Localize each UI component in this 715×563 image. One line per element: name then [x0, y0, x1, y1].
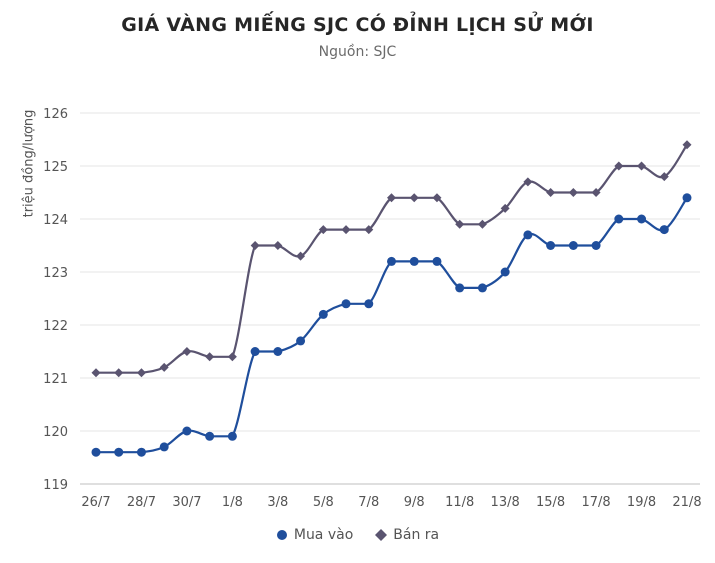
x-tick-label: 7/8: [358, 495, 379, 510]
data-point-buy: [523, 230, 533, 240]
y-tick-label: 120: [43, 425, 68, 440]
y-tick-label: 122: [43, 319, 68, 334]
data-point-sell: [477, 219, 487, 229]
data-point-sell: [296, 251, 306, 261]
x-tick-label: 15/8: [536, 495, 565, 510]
data-point-sell: [591, 188, 601, 197]
data-point-buy: [159, 442, 169, 452]
data-point-sell: [159, 362, 169, 372]
data-point-buy: [659, 225, 669, 235]
chart-title: GIÁ VÀNG MIẾNG SJC CÓ ĐỈNH LỊCH SỬ MỚI: [121, 14, 594, 36]
data-point-sell: [205, 352, 215, 362]
y-tick-label: 126: [43, 107, 68, 122]
data-point-sell: [341, 225, 351, 235]
data-point-sell: [682, 140, 692, 150]
legend: Mua vào Bán ra: [0, 527, 715, 543]
data-point-sell: [546, 188, 556, 197]
data-point-buy: [296, 336, 306, 346]
x-tick-label: 28/7: [127, 495, 156, 510]
x-tick-label: 21/8: [672, 495, 701, 510]
data-point-buy: [455, 283, 465, 293]
y-tick-label: 121: [43, 372, 68, 387]
data-point-sell: [455, 219, 465, 229]
data-point-sell: [387, 193, 396, 203]
data-point-buy: [205, 431, 215, 441]
data-point-sell: [637, 161, 647, 171]
legend-item-sell[interactable]: Bán ra: [375, 527, 439, 543]
data-point-sell: [364, 225, 374, 235]
circle-marker-icon: [276, 530, 287, 540]
data-point-buy: [318, 309, 328, 319]
data-point-buy: [432, 256, 442, 266]
data-point-sell: [227, 352, 237, 362]
data-point-sell: [500, 203, 510, 213]
chart-subtitle: Nguồn: SJC: [318, 44, 397, 60]
data-point-buy: [500, 267, 510, 277]
data-point-buy: [341, 299, 351, 309]
x-tick-label: 19/8: [627, 495, 656, 510]
data-point-buy: [136, 447, 146, 457]
y-tick-label: 119: [43, 478, 68, 493]
data-point-sell: [318, 225, 328, 235]
data-point-sell: [659, 172, 669, 182]
data-point-buy: [182, 426, 192, 436]
legend-label-sell: Bán ra: [393, 527, 440, 543]
y-tick-label: 124: [43, 213, 68, 228]
data-point-buy: [591, 241, 601, 250]
data-point-buy: [637, 214, 647, 224]
data-point-sell: [614, 161, 624, 171]
data-point-buy: [614, 214, 624, 224]
data-point-buy: [114, 447, 124, 457]
data-point-sell: [273, 241, 283, 250]
data-point-buy: [568, 241, 578, 250]
legend-label-buy: Mua vào: [293, 527, 354, 543]
x-tick-label: 5/8: [313, 495, 334, 510]
diamond-marker-icon: [375, 529, 388, 541]
data-point-buy: [91, 447, 101, 457]
data-point-buy: [387, 256, 396, 266]
data-point-buy: [227, 431, 237, 441]
data-point-buy: [682, 193, 692, 203]
y-tick-label: 123: [43, 266, 68, 281]
x-tick-label: 9/8: [404, 495, 425, 510]
x-tick-label: 26/7: [81, 495, 110, 510]
data-point-sell: [114, 368, 124, 378]
data-point-sell: [250, 241, 260, 250]
data-point-sell: [523, 177, 533, 187]
data-point-buy: [273, 347, 283, 356]
x-tick-label: 11/8: [445, 495, 474, 510]
data-point-sell: [409, 193, 419, 203]
y-tick-label: 125: [43, 160, 68, 175]
legend-item-buy[interactable]: Mua vào: [276, 527, 353, 543]
data-point-sell: [136, 368, 146, 378]
data-point-sell: [91, 368, 101, 378]
data-point-buy: [409, 256, 419, 266]
data-point-buy: [477, 283, 487, 293]
data-point-sell: [568, 188, 578, 197]
x-tick-label: 30/7: [172, 495, 201, 510]
data-point-buy: [546, 241, 556, 250]
data-point-sell: [182, 347, 192, 356]
data-point-buy: [250, 347, 260, 356]
x-tick-label: 17/8: [581, 495, 610, 510]
x-tick-label: 1/8: [222, 495, 243, 510]
x-tick-label: 3/8: [267, 495, 288, 510]
x-tick-label: 13/8: [491, 495, 520, 510]
data-point-sell: [432, 193, 442, 203]
data-point-buy: [364, 299, 374, 309]
